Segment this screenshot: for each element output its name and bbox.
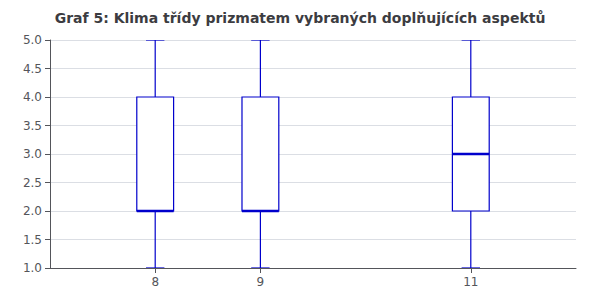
svg-text:9: 9 [257,275,265,289]
svg-text:4.5: 4.5 [23,62,42,76]
svg-text:3.0: 3.0 [23,147,42,161]
svg-text:4.0: 4.0 [23,90,42,104]
svg-text:8: 8 [151,275,159,289]
svg-text:Graf 5: Klima třídy prizmatem: Graf 5: Klima třídy prizmatem vybraných … [55,10,546,26]
svg-text:5.0: 5.0 [23,33,42,47]
svg-text:2.0: 2.0 [23,204,42,218]
svg-text:2.5: 2.5 [23,176,42,190]
svg-text:1.5: 1.5 [23,233,42,247]
svg-text:1.0: 1.0 [23,261,42,275]
svg-text:11: 11 [463,275,478,289]
svg-text:3.5: 3.5 [23,119,42,133]
